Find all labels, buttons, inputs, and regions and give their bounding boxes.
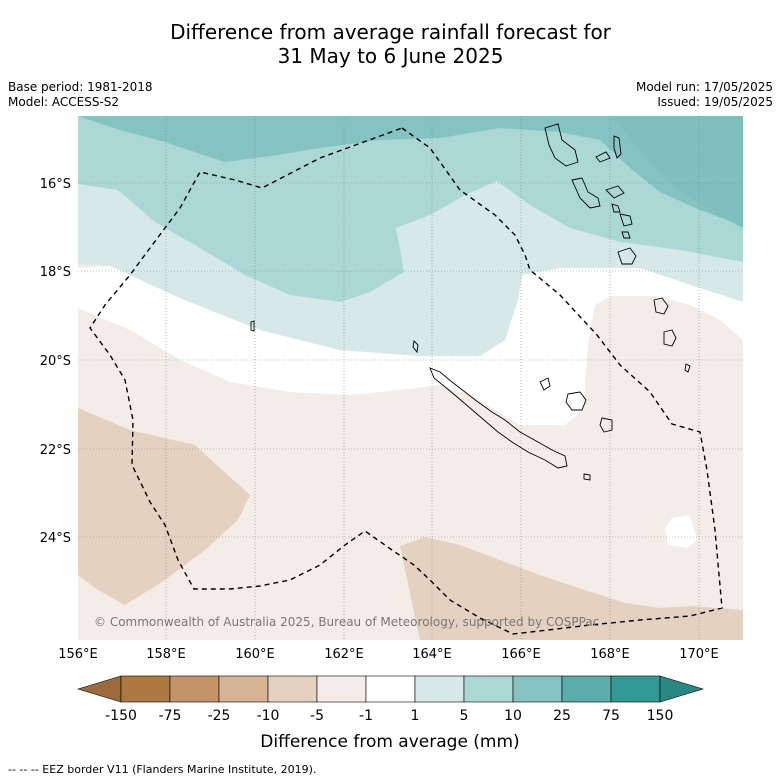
region-m1-p1 [78,266,743,425]
colorbar-tick: 1 [411,708,420,724]
copyright-text: © Commonwealth of Australia 2025, Bureau… [94,615,599,629]
lon-label: 166°E [501,647,541,662]
coastlines [250,123,691,481]
lat-label: 18°S [40,265,71,280]
base-period: Base period: 1981-2018 [8,80,153,94]
colorbar-tick: 75 [602,708,620,724]
colorbar-bin [218,675,269,703]
longitude-labels: 156°E 158°E 160°E 162°E 164°E 166°E 168°… [58,647,719,662]
espiritu-santo-coastline [544,123,579,167]
colorbar-bin [365,675,416,703]
colorbar-bin [120,675,171,703]
title-line-1: Difference from average rainfall forecas… [170,20,611,44]
colorbar-bin [610,675,661,703]
lon-label: 158°E [146,647,186,662]
colorbar-tick: -5 [310,708,324,724]
new-caledonia-coastline [429,367,568,469]
lat-label: 24°S [40,531,71,546]
erromango-coastline [621,231,631,239]
islet-coastline [684,363,691,373]
region-p25-p75 [610,116,743,228]
lon-label: 168°E [590,647,630,662]
colorbar-extend-low [76,675,122,703]
rainfall-map: © Commonwealth of Australia 2025, Bureau… [78,116,743,640]
ambrym-coastline [605,185,625,199]
colorbar-bin [414,675,465,703]
colorbar-tick: -150 [105,708,137,724]
colorbar-bin [316,675,367,703]
meta-left: Base period: 1981-2018 Model: ACCESS-S2 [8,80,153,110]
colorbar-bin [267,675,318,703]
belep-islands-coastline [412,340,419,354]
matthew-island-coastline [653,297,669,315]
colorbar-tick: 150 [647,708,674,724]
ambae-coastline [595,151,611,163]
lifou-coastline [565,391,587,411]
lat-label: 20°S [40,354,71,369]
maewo-coastline [613,135,622,159]
colorbar-tick: 10 [504,708,522,724]
lon-label: 164°E [412,647,452,662]
lat-label: 16°S [40,177,71,192]
efate-coastline [619,213,633,227]
ouvea-coastline [539,377,551,391]
region-p1-p5-patch [665,515,697,548]
meta-right: Model run: 17/05/2025 Issued: 19/05/2025 [636,80,773,110]
colorbar-ticks: -150 -75 -25 -10 -5 -1 1 5 10 25 75 150 [105,708,673,724]
model-name: Model: ACCESS-S2 [8,95,120,109]
colorbar-tick: -25 [208,708,231,724]
hunter-island-coastline [663,329,677,347]
issued-date: Issued: 19/05/2025 [657,95,773,109]
region-m10-m5-southwest [78,408,250,605]
colorbar-bin [561,675,612,703]
colorbar-bin [463,675,514,703]
model-run: Model run: 17/05/2025 [635,80,773,94]
colorbar-bin [169,675,220,703]
lon-label: 160°E [235,647,275,662]
colorbar-tick: -1 [359,708,373,724]
eez-footnote: -- -- -- EEZ border V11 (Flanders Marine… [8,763,317,776]
gridlines [78,116,743,640]
lon-label: 162°E [324,647,364,662]
lon-label: 170°E [679,647,719,662]
chesterfield-reef-coastline [250,320,255,332]
colorbar-bin [512,675,563,703]
region-m10-m5-southeast [400,537,743,640]
colorbar-tick: -10 [257,708,280,724]
colorbar [76,675,705,703]
lon-label: 156°E [58,647,98,662]
tanna-coastline [617,247,637,265]
region-p10-p25 [78,116,743,226]
colorbar-extend-high [659,675,705,703]
colorbar-tick: 5 [460,708,469,724]
isle-of-pines-coastline [583,473,591,481]
mare-coastline [599,417,613,433]
colorbar-tick: -75 [159,708,182,724]
colorbar-label: Difference from average (mm) [260,732,519,752]
colorbar-tick: 25 [553,708,571,724]
latitude-labels: 16°S 18°S 20°S 22°S 24°S [40,177,71,546]
eez-border [89,127,723,635]
lat-label: 22°S [40,443,71,458]
epi-coastline [611,203,621,213]
title-line-2: 31 May to 6 June 2025 [277,44,504,68]
malekula-coastline [571,177,601,209]
chart-title: Difference from average rainfall forecas… [0,20,781,68]
